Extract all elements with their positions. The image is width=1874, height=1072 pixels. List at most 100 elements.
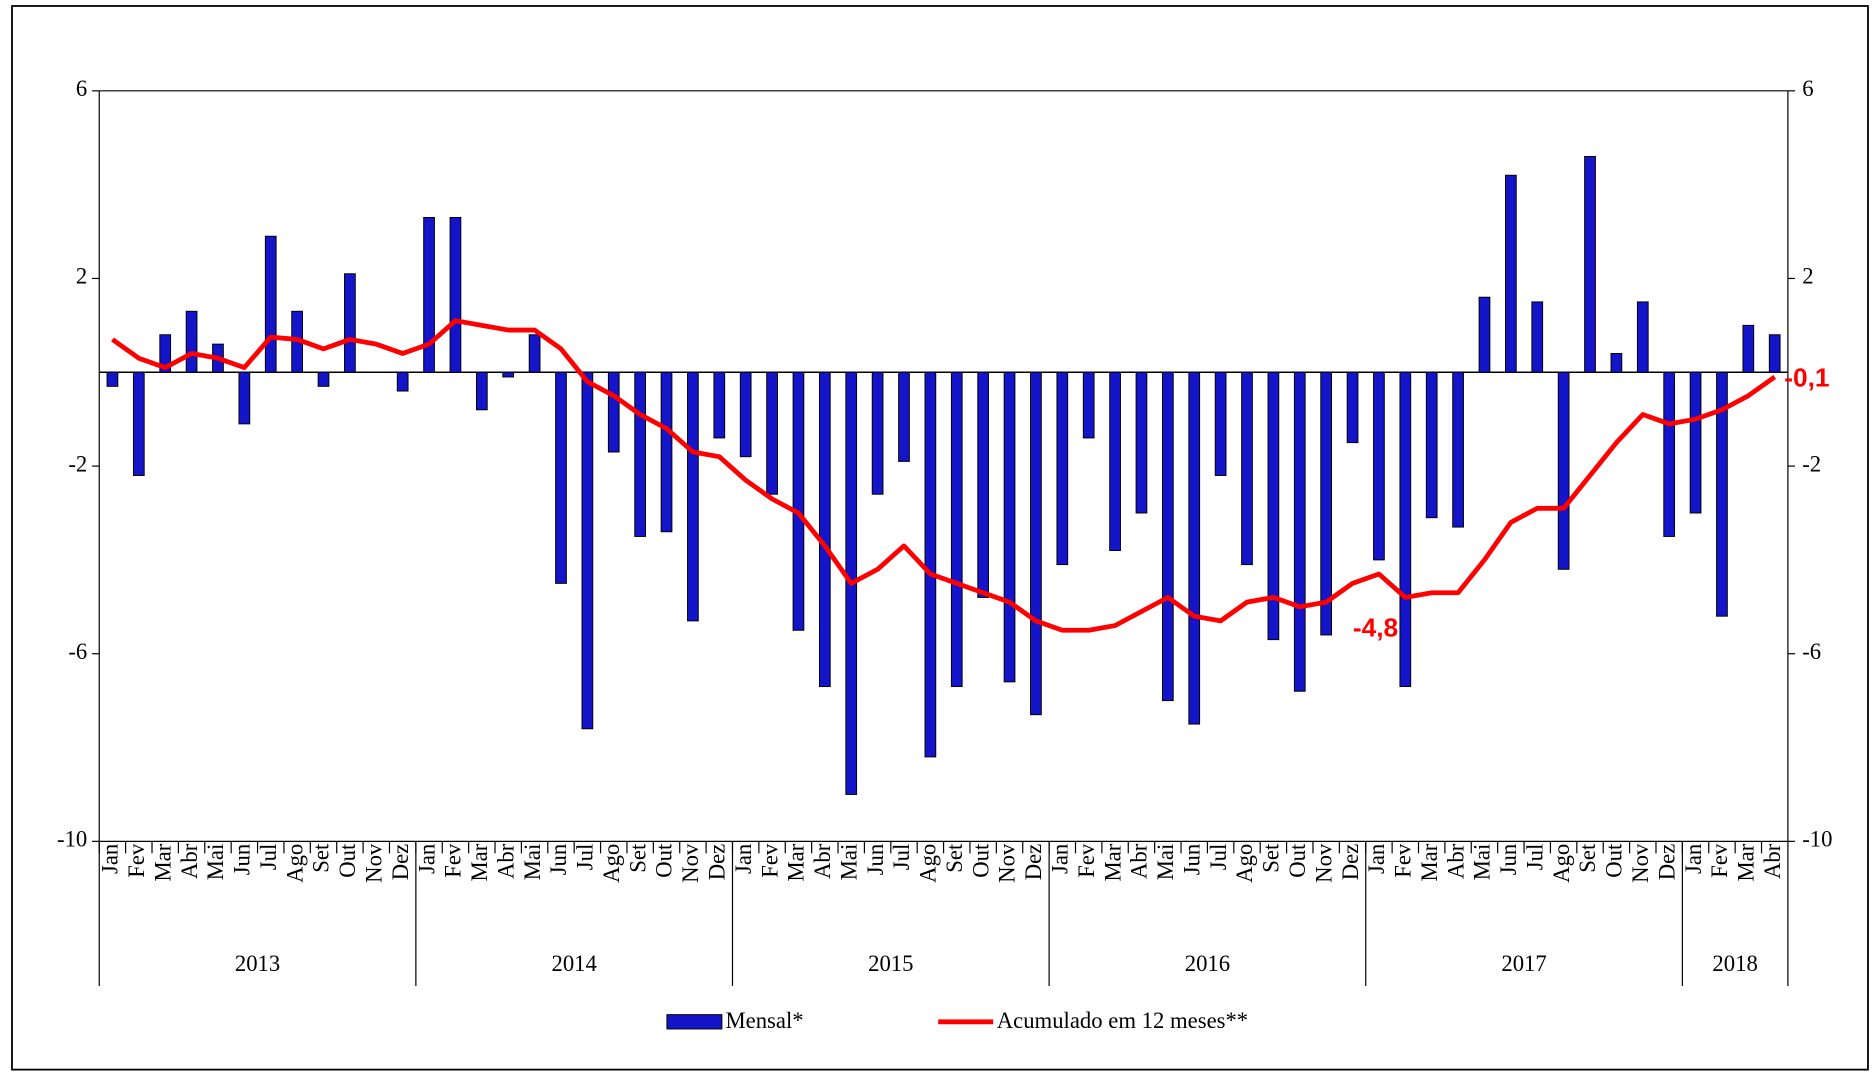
x-tick-label: Dez [1654, 844, 1679, 881]
bar [871, 371, 884, 495]
x-tick-label: Mai [836, 844, 861, 881]
x-tick-label: Ago [1232, 844, 1257, 883]
x-tick-label: Mar [784, 843, 809, 881]
line [111, 318, 1777, 633]
bar [1109, 371, 1121, 551]
bar [159, 334, 172, 373]
x-tick-label: Ago [916, 844, 941, 883]
bar [1003, 371, 1016, 683]
x-tick-label: Jan [1681, 844, 1706, 874]
x-tick-label: Jul [1206, 844, 1231, 870]
bar [766, 371, 778, 495]
x-tick-label: Out [335, 843, 360, 878]
x-tick-label: Nov [1311, 843, 1336, 883]
x-tick-label: Mai [520, 844, 545, 881]
x-tick-label: Mai [203, 844, 228, 881]
x-tick-label: Abr [1760, 843, 1785, 879]
bar [344, 273, 356, 373]
bar [1505, 174, 1517, 373]
x-tick-label: Abr [177, 843, 202, 879]
bar [1161, 371, 1174, 702]
x-tick-label: Dez [388, 844, 413, 881]
bar [1030, 371, 1042, 716]
bar [1636, 301, 1649, 373]
x-tick-label: Jan [731, 844, 756, 874]
x-tick-label: Abr [1127, 843, 1152, 879]
x-tick-label: Out [1285, 843, 1310, 878]
x-tick-label: Abr [810, 843, 835, 879]
bar [1082, 371, 1095, 439]
x-tick-label: Fev [1074, 843, 1099, 878]
bar [581, 371, 594, 730]
legend-swatch [666, 1014, 723, 1030]
x-tick-label: Mar [467, 843, 492, 881]
bar [950, 371, 963, 688]
bar [1584, 156, 1596, 373]
bar [185, 310, 198, 373]
bar [1716, 371, 1728, 617]
x-tick-label: Nov [678, 843, 703, 883]
x-tick-label: Fev [757, 843, 782, 878]
bar [475, 371, 488, 411]
year-label: 2016 [1185, 951, 1230, 976]
y2-tick-label: 2 [1802, 264, 1813, 289]
x-tick-label: Fev [441, 843, 466, 878]
bar [607, 371, 620, 453]
bar [1267, 371, 1280, 641]
x-tick-label: Jun [863, 844, 888, 876]
bar [106, 371, 119, 387]
bar [1346, 371, 1359, 444]
bar [1610, 353, 1623, 373]
x-tick-label: Mai [1153, 844, 1178, 881]
x-tick-label: Jun [230, 844, 255, 876]
x-tick-label: Fev [124, 843, 149, 878]
x-tick-label: Jun [1496, 844, 1521, 876]
bar [502, 371, 515, 378]
bar [1320, 371, 1333, 636]
x-tick-label: Mar [150, 843, 175, 881]
year-label: 2017 [1501, 951, 1546, 976]
y2-tick-label: 6 [1802, 76, 1813, 101]
bar [528, 334, 541, 373]
year-label: 2018 [1712, 951, 1757, 976]
x-tick-label: Out [968, 843, 993, 878]
y-tick-label: 6 [76, 76, 87, 101]
x-tick-label: Jan [414, 844, 439, 874]
bar [449, 216, 462, 373]
y-tick-label: 2 [76, 264, 87, 289]
bar [1214, 371, 1227, 476]
x-tick-label: Dez [1338, 844, 1363, 881]
bar [977, 371, 990, 598]
legend-label: Acumulado em 12 meses** [997, 1008, 1248, 1033]
bar [1241, 371, 1253, 566]
x-tick-label: Mar [1417, 843, 1442, 881]
bar [1293, 371, 1306, 692]
bar [739, 371, 752, 458]
value-label: -0,1 [1784, 362, 1829, 392]
bar [396, 371, 409, 392]
bar [1689, 371, 1702, 514]
x-tick-label: Abr [1443, 843, 1468, 879]
x-tick-label: Fev [1391, 843, 1416, 878]
bar [924, 371, 937, 758]
x-tick-label: Out [1602, 843, 1627, 878]
bar [238, 371, 251, 425]
bar [1531, 301, 1544, 373]
bar [1742, 324, 1755, 373]
bar [1478, 296, 1491, 373]
bar [423, 216, 435, 373]
bar [1663, 371, 1676, 537]
x-tick-label: Jan [1048, 844, 1073, 874]
x-tick-label: Jul [1522, 844, 1547, 870]
y-tick-label: -6 [68, 639, 87, 664]
year-label: 2014 [551, 951, 596, 976]
year-label: 2013 [235, 951, 280, 976]
bar [1768, 334, 1781, 373]
frame [11, 5, 1869, 1071]
y-tick-label: -2 [68, 451, 87, 476]
bar [1425, 371, 1438, 519]
bar [1557, 371, 1570, 570]
bar [555, 371, 567, 584]
x-tick-label: Set [942, 843, 967, 873]
